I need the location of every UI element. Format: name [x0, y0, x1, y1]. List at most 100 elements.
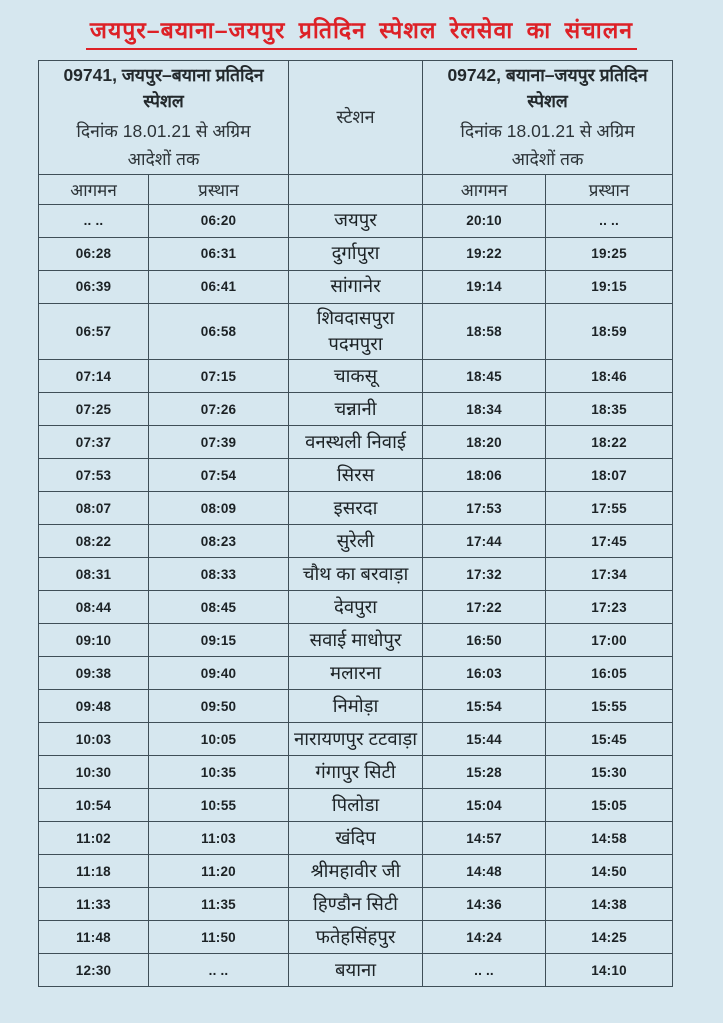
- left-time-cell: 07:37: [38, 425, 149, 460]
- left-time-cell: 08:31: [38, 557, 149, 592]
- left-time-cell: 09:10: [38, 623, 149, 658]
- right-time-cell: 18:58: [422, 302, 547, 361]
- left-time-cell: 09:50: [147, 689, 290, 724]
- right-time-cell: 20:10: [422, 203, 547, 238]
- station-blank-header: [288, 173, 424, 205]
- table-row: 06:57 06:58 शिवदासपुरा पदमपुरा 18:58 18:59: [38, 302, 674, 361]
- table-row: 11:33 11:35 हिण्डौन सिटी 14:36 14:38: [38, 887, 674, 922]
- timetable-body: .. .. 06:20 जयपुर 20:10.. .. 06:28 06:31 दुर्ग…: [38, 203, 674, 988]
- left-time-cell: 06:41: [147, 269, 290, 304]
- table-row: 07:37 07:39 वनस्थली निवाई 18:20 18:22: [38, 425, 674, 460]
- right-time-cell: 18:22: [545, 425, 674, 460]
- table-row: 11:48 11:50 फतेहसिंहपुर 14:24 14:25: [38, 920, 674, 955]
- station-cell: इसरदा: [288, 491, 424, 526]
- station-cell: दुर्गापुरा: [288, 236, 424, 271]
- left-train-name: 09741, जयपुर–बयाना प्रतिदिन स्पेशल: [63, 65, 264, 112]
- table-row: 06:39 06:41 सांगानेर 19:14 19:15: [38, 269, 674, 304]
- table-row: .. .. 06:20 जयपुर 20:10.. ..: [38, 203, 674, 238]
- left-time-cell: 09:15: [147, 623, 290, 658]
- left-train-validity: दिनांक 18.01.21 से अग्रिम आदेशों तक: [76, 120, 251, 169]
- left-time-cell: 10:55: [147, 788, 290, 823]
- table-row: 07:25 07:26 चन्नानी 18:34 18:35: [38, 392, 674, 427]
- right-time-cell: 14:24: [422, 920, 547, 955]
- right-time-cell: 17:32: [422, 557, 547, 592]
- arrival-departure-header-row: आगमन प्रस्थान आगमन प्रस्थान: [38, 173, 674, 205]
- right-time-cell: 17:34: [545, 557, 674, 592]
- right-time-cell: 14:36: [422, 887, 547, 922]
- table-row: 10:03 10:05 नारायणपुर टटवाड़ा 15:44 15:45: [38, 722, 674, 757]
- right-time-cell: .. ..: [422, 953, 547, 988]
- left-time-cell: 07:25: [38, 392, 149, 427]
- right-time-cell: 18:35: [545, 392, 674, 427]
- right-time-cell: 17:00: [545, 623, 674, 658]
- right-time-cell: 16:03: [422, 656, 547, 691]
- right-time-cell: 14:58: [545, 821, 674, 856]
- left-time-cell: 06:20: [147, 203, 290, 238]
- table-row: 09:10 09:15 सवाई माधोपुर 16:50 17:00: [38, 623, 674, 658]
- left-time-cell: 06:58: [147, 302, 290, 361]
- left-time-cell: 09:38: [38, 656, 149, 691]
- left-time-cell: 09:40: [147, 656, 290, 691]
- right-time-cell: 19:14: [422, 269, 547, 304]
- right-time-cell: 14:57: [422, 821, 547, 856]
- station-column-header: स्टेशन: [288, 60, 424, 175]
- table-row: 08:44 08:45 देवपुरा 17:22 17:23: [38, 590, 674, 625]
- table-row: 10:54 10:55 पिलोडा 15:04 15:05: [38, 788, 674, 823]
- table-row: 07:14 07:15 चाकसू 18:45 18:46: [38, 359, 674, 394]
- left-time-cell: 08:23: [147, 524, 290, 559]
- station-cell: चाकसू: [288, 359, 424, 394]
- right-time-cell: 15:04: [422, 788, 547, 823]
- right-time-cell: 15:30: [545, 755, 674, 790]
- right-time-cell: 18:20: [422, 425, 547, 460]
- left-time-cell: 06:28: [38, 236, 149, 271]
- left-time-cell: 11:50: [147, 920, 290, 955]
- station-cell: जयपुर: [288, 203, 424, 238]
- left-time-cell: 06:57: [38, 302, 149, 361]
- right-time-cell: .. ..: [545, 203, 674, 238]
- right-time-cell: 17:55: [545, 491, 674, 526]
- right-time-cell: 14:10: [545, 953, 674, 988]
- left-time-cell: 11:33: [38, 887, 149, 922]
- left-time-cell: .. ..: [38, 203, 149, 238]
- left-departure-header: प्रस्थान: [147, 173, 290, 205]
- left-time-cell: 07:39: [147, 425, 290, 460]
- right-time-cell: 15:28: [422, 755, 547, 790]
- right-time-cell: 17:23: [545, 590, 674, 625]
- station-cell: निमोड़ा: [288, 689, 424, 724]
- right-arrival-header: आगमन: [422, 173, 547, 205]
- right-time-cell: 18:45: [422, 359, 547, 394]
- right-train-name: 09742, बयाना–जयपुर प्रतिदिन स्पेशल: [447, 65, 648, 112]
- right-time-cell: 18:59: [545, 302, 674, 361]
- table-row: 08:07 08:09 इसरदा 17:53 17:55: [38, 491, 674, 526]
- right-time-cell: 19:22: [422, 236, 547, 271]
- page-title-wrap: जयपुर–बयाना–जयपुर प्रतिदिन स्पेशल रेलसेव…: [0, 13, 723, 50]
- left-time-cell: 11:18: [38, 854, 149, 889]
- train-header-row: 09741, जयपुर–बयाना प्रतिदिन स्पेशल दिनां…: [37, 60, 674, 175]
- right-time-cell: 14:38: [545, 887, 674, 922]
- right-time-cell: 15:05: [545, 788, 674, 823]
- right-departure-header: प्रस्थान: [545, 173, 674, 205]
- left-time-cell: 11:03: [147, 821, 290, 856]
- left-arrival-header: आगमन: [38, 173, 149, 205]
- right-time-cell: 18:46: [545, 359, 674, 394]
- left-time-cell: 08:07: [38, 491, 149, 526]
- right-time-cell: 17:22: [422, 590, 547, 625]
- table-row: 11:02 11:03 खंदिप 14:57 14:58: [38, 821, 674, 856]
- left-time-cell: 07:53: [38, 458, 149, 493]
- station-cell: चन्नानी: [288, 392, 424, 427]
- left-time-cell: 08:22: [38, 524, 149, 559]
- right-train-validity: दिनांक 18.01.21 से अग्रिम आदेशों तक: [460, 120, 635, 169]
- left-time-cell: 10:54: [38, 788, 149, 823]
- table-row: 10:30 10:35 गंगापुर सिटी 15:28 15:30: [38, 755, 674, 790]
- table-row: 09:48 09:50 निमोड़ा 15:54 15:55: [38, 689, 674, 724]
- right-time-cell: 17:53: [422, 491, 547, 526]
- station-cell: मलारना: [288, 656, 424, 691]
- station-cell: शिवदासपुरा पदमपुरा: [288, 302, 424, 361]
- left-time-cell: 10:03: [38, 722, 149, 757]
- right-time-cell: 19:15: [545, 269, 674, 304]
- station-cell: बयाना: [288, 953, 424, 988]
- left-time-cell: 07:26: [147, 392, 290, 427]
- right-time-cell: 18:07: [545, 458, 674, 493]
- right-time-cell: 14:48: [422, 854, 547, 889]
- right-time-cell: 15:45: [545, 722, 674, 757]
